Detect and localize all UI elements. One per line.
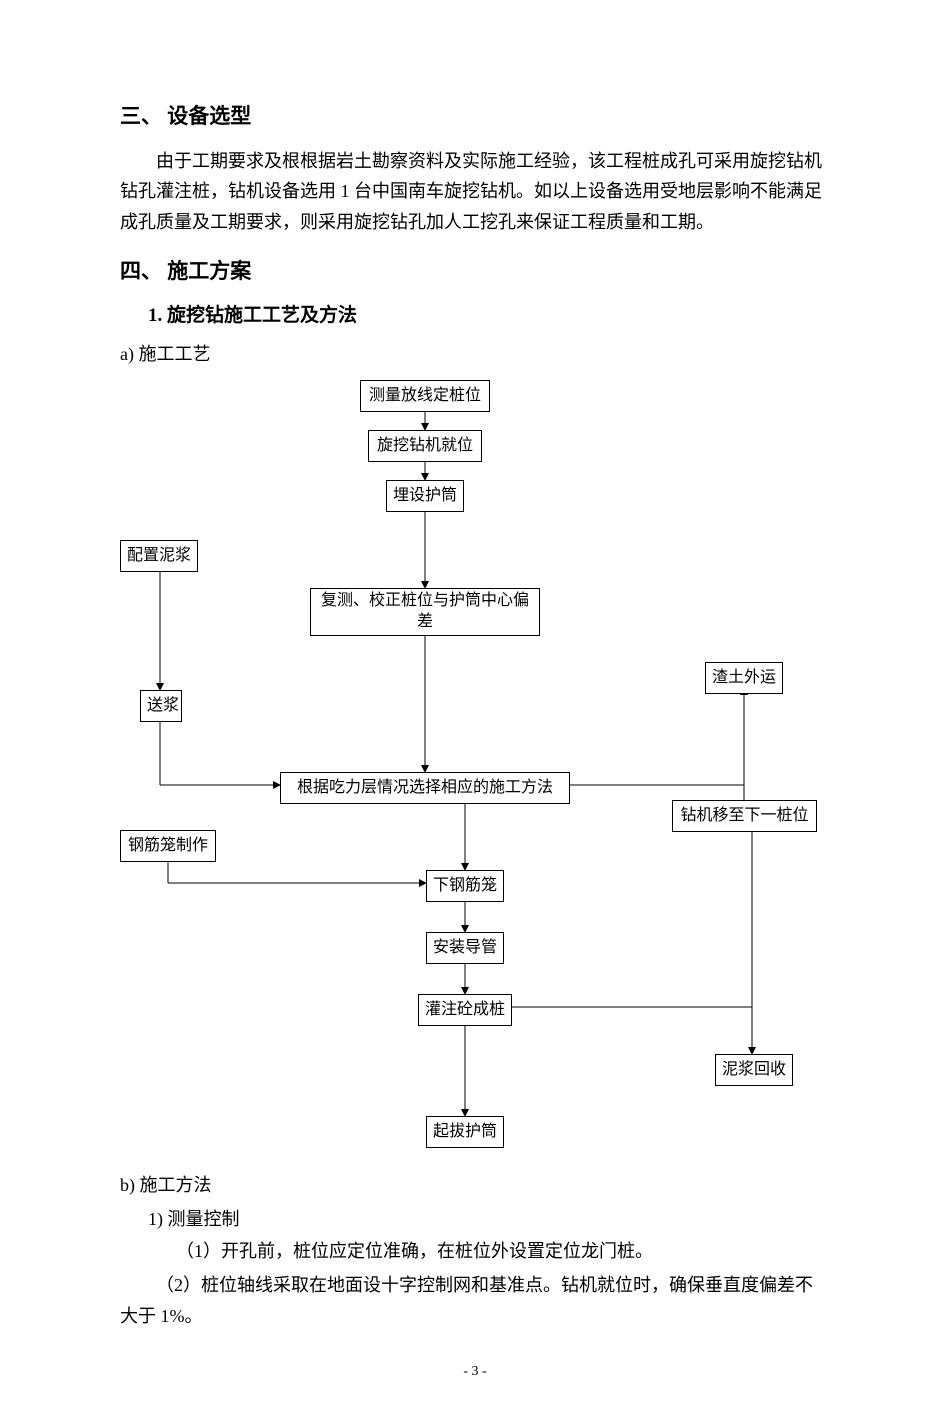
item-a-label: a) 施工工艺 bbox=[120, 339, 830, 370]
section-3-para: 由于工期要求及根根据岩土勘察资料及实际施工经验，该工程桩成孔可采用旋挖钻机钻孔灌… bbox=[120, 146, 830, 238]
item-b1-1: （1）开孔前，桩位应定位准确，在桩位外设置定位龙门桩。 bbox=[176, 1237, 830, 1266]
flow-node-rebar-cage: 钢筋笼制作 bbox=[120, 830, 216, 862]
flowchart-connectors bbox=[120, 380, 830, 1150]
construction-flowchart: 测量放线定桩位 旋挖钻机就位 埋设护筒 配置泥浆 复测、校正桩位与护筒中心偏差 … bbox=[120, 380, 830, 1150]
flow-node-soil-out: 渣土外运 bbox=[705, 662, 783, 694]
flow-node-method: 根据吃力层情况选择相应的施工方法 bbox=[280, 772, 570, 804]
section-4-title: 四、 施工方案 bbox=[120, 255, 830, 289]
flow-node-next-pile: 钻机移至下一桩位 bbox=[672, 800, 817, 832]
flow-node-mud-recycle: 泥浆回收 bbox=[715, 1054, 793, 1086]
flow-node-pull-casing: 起拔护筒 bbox=[426, 1116, 504, 1148]
item-b1-2: （2）桩位轴线采取在地面设十字控制网和基准点。钻机就位时，确保垂直度偏差不大于 … bbox=[120, 1270, 830, 1331]
flow-node-lower-cage: 下钢筋笼 bbox=[426, 870, 504, 902]
section-4-sub1-title: 1. 旋挖钻施工工艺及方法 bbox=[148, 301, 830, 331]
flow-node-recheck: 复测、校正桩位与护筒中心偏差 bbox=[310, 588, 540, 636]
item-b-label: b) 施工方法 bbox=[120, 1170, 830, 1201]
page-number: - 3 - bbox=[120, 1361, 830, 1383]
flow-node-mud-prep: 配置泥浆 bbox=[120, 540, 198, 572]
flow-node-drill-pos: 旋挖钻机就位 bbox=[368, 430, 482, 462]
flow-node-pour: 灌注砼成桩 bbox=[418, 994, 512, 1026]
flow-node-send-mud: 送浆 bbox=[140, 690, 182, 722]
item-b1-label: 1) 测量控制 bbox=[148, 1205, 830, 1234]
flow-node-casing: 埋设护筒 bbox=[386, 480, 464, 512]
flow-node-install-pipe: 安装导管 bbox=[426, 932, 504, 964]
flow-node-measure: 测量放线定桩位 bbox=[360, 380, 490, 412]
section-3-title: 三、 设备选型 bbox=[120, 100, 830, 134]
